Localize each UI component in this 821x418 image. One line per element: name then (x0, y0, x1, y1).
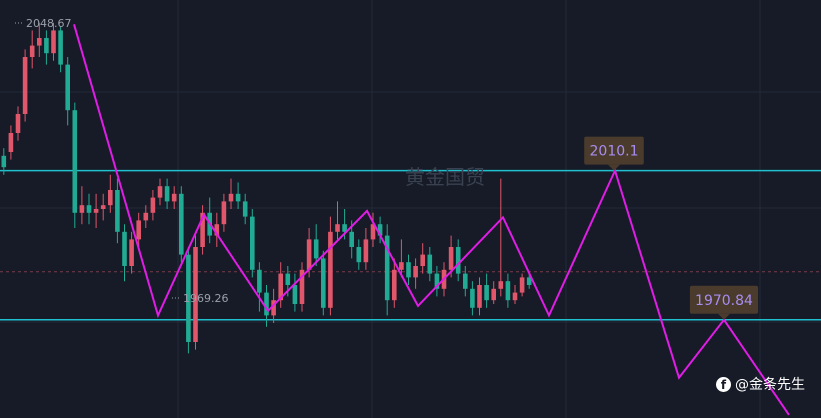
candle-up (136, 220, 141, 240)
zigzag-line (73, 24, 790, 416)
candle-up (200, 212, 205, 247)
candle-up (413, 266, 418, 278)
price-badges: 2010.1 1970.84 (584, 136, 759, 320)
candle-up (328, 231, 333, 308)
candle-down (321, 258, 326, 308)
candle-up (299, 269, 305, 304)
candle-down (349, 231, 354, 247)
candle-up (143, 212, 149, 221)
candle-down (384, 235, 390, 301)
candle-up (221, 201, 227, 225)
candle-down (257, 269, 262, 293)
candle-down (526, 277, 532, 285)
watermark: 黄金国贸 (405, 165, 485, 189)
resistance-badge-box (584, 136, 644, 165)
candle-up (193, 247, 198, 342)
candle-up (491, 288, 496, 301)
candle-up (22, 57, 28, 114)
low-price-label: 1969.26 (183, 292, 229, 305)
candle-up (93, 209, 99, 213)
candle-up (392, 269, 397, 301)
candle-up (214, 224, 220, 236)
candle-down (484, 285, 489, 301)
candle-down (377, 224, 383, 236)
candle-down (285, 273, 291, 285)
candle-up (420, 254, 425, 266)
candle-up (79, 205, 85, 213)
candle-down (65, 64, 70, 111)
candle-up (8, 133, 14, 152)
candle-down (44, 38, 49, 54)
resistance-badge-pointer (608, 164, 620, 171)
candle-up (498, 281, 504, 289)
candle-down (463, 273, 468, 289)
candle-up (271, 300, 276, 316)
candle-up (51, 30, 56, 54)
candle-down (115, 190, 120, 232)
facebook-icon: f (716, 376, 731, 392)
candle-down (505, 281, 511, 301)
candle-up (150, 197, 156, 213)
candle-down (313, 239, 319, 259)
candle-up (15, 114, 21, 133)
candle-down (406, 262, 411, 278)
candle-up (363, 239, 369, 263)
candle-down (86, 205, 92, 213)
candle-down (186, 254, 191, 342)
candle-down (342, 224, 347, 232)
candle-up (399, 262, 404, 270)
candle-down (1, 155, 7, 168)
candle-down (235, 193, 241, 202)
candles (1, 22, 532, 354)
candle-up (519, 277, 525, 293)
candle-up (108, 190, 113, 206)
candle-up (29, 45, 35, 57)
candle-down (250, 216, 255, 270)
candle-down (292, 285, 298, 304)
candle-down (122, 231, 127, 266)
candle-up (512, 292, 518, 301)
candle-up (157, 186, 163, 198)
support-badge-text: 1970.84 (695, 293, 753, 309)
candle-up (129, 239, 134, 266)
candle-up (171, 193, 177, 202)
candle-down (58, 30, 63, 65)
candle-up (448, 247, 454, 270)
candle-down (455, 247, 461, 274)
resistance-badge-text: 2010.1 (590, 144, 639, 160)
level-lines (0, 169, 821, 321)
candle-up (100, 205, 106, 209)
candle-up (335, 224, 340, 232)
resistance-badge: 2010.1 (584, 136, 644, 171)
candle-down (356, 247, 362, 263)
candle-down (264, 292, 269, 316)
high-price-label: 2048.67 (26, 17, 72, 30)
candle-down (242, 201, 248, 217)
candle-up (228, 193, 234, 202)
candle-up (370, 224, 376, 240)
candle-down (427, 254, 433, 274)
zigzag-path (73, 24, 790, 416)
candle-down (179, 193, 184, 255)
candle-down (164, 186, 170, 202)
footer-handle: @金条先生 (735, 377, 805, 393)
candle-up (37, 38, 42, 46)
support-badge-pointer (718, 313, 730, 320)
candle-up (278, 273, 283, 301)
candle-down (434, 273, 440, 289)
footer-watermark: f @金条先生 (716, 374, 805, 394)
candle-down (72, 110, 78, 213)
candle-up (306, 239, 312, 270)
candle-down (470, 288, 475, 308)
high-low-markers: 2048.67 1969.26 (15, 17, 229, 305)
support-badge-box (689, 285, 759, 314)
support-badge: 1970.84 (689, 285, 759, 320)
candle-up (477, 285, 482, 308)
